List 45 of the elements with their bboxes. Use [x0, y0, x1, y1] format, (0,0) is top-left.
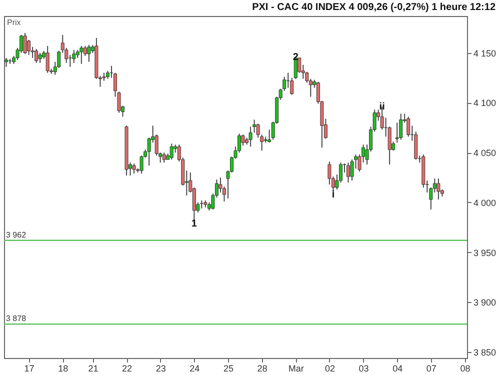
y-tick-label: 4 050 — [474, 148, 496, 158]
ref-line-label: 3 878 — [6, 314, 27, 324]
candlestick — [80, 45, 84, 64]
y-axis-title: Prix — [7, 18, 21, 27]
chart-title: PXI - CAC 40 INDEX 4 009,26 (-0,27%) 1 heure 12:12 — [252, 2, 496, 13]
ref-line-label: 3 962 — [6, 230, 27, 240]
x-tick-label: 08 — [460, 364, 470, 374]
candlestick — [46, 45, 50, 74]
x-tick-label: 17 — [24, 364, 34, 374]
candlestick — [87, 44, 91, 62]
candlestick — [162, 152, 166, 164]
y-tick-label: 4 000 — [474, 198, 496, 208]
candlestick — [290, 77, 294, 96]
candlestick — [170, 143, 174, 160]
candlestick — [38, 52, 42, 64]
x-tick-label: Mar — [288, 364, 304, 374]
candlestick — [406, 116, 410, 138]
x-tick-label: 04 — [392, 364, 403, 374]
candlestick — [34, 48, 38, 64]
y-tick-label: 3 850 — [474, 348, 496, 358]
y-tick-label: 4 150 — [474, 48, 496, 58]
candlestick — [248, 126, 252, 148]
candlestick — [23, 32, 27, 54]
y-tick-label: 4 100 — [474, 98, 496, 108]
x-tick-label: 22 — [122, 364, 132, 374]
candlestick — [132, 163, 136, 174]
candlestick — [72, 49, 76, 64]
x-tick-label: 18 — [58, 364, 68, 374]
candlestick — [27, 39, 31, 56]
x-tick-label: 24 — [190, 364, 200, 374]
candlestick — [436, 178, 440, 200]
y-tick-label: 3 900 — [474, 298, 496, 308]
x-tick-label: 02 — [324, 364, 335, 374]
x-tick-label: 03 — [358, 364, 369, 374]
x-tick-label: 21 — [88, 364, 98, 374]
y-tick-label: 3 950 — [474, 248, 496, 258]
x-tick-label: 07 — [426, 364, 436, 374]
x-tick-label: 28 — [257, 364, 268, 374]
candlestick — [399, 113, 403, 140]
annotation: i — [332, 189, 335, 200]
x-tick-label: 25 — [223, 364, 234, 374]
candlestick — [346, 162, 350, 184]
annotation: 1 — [191, 218, 198, 230]
annotation: ii — [379, 102, 386, 113]
x-tick-label: 23 — [156, 364, 166, 374]
